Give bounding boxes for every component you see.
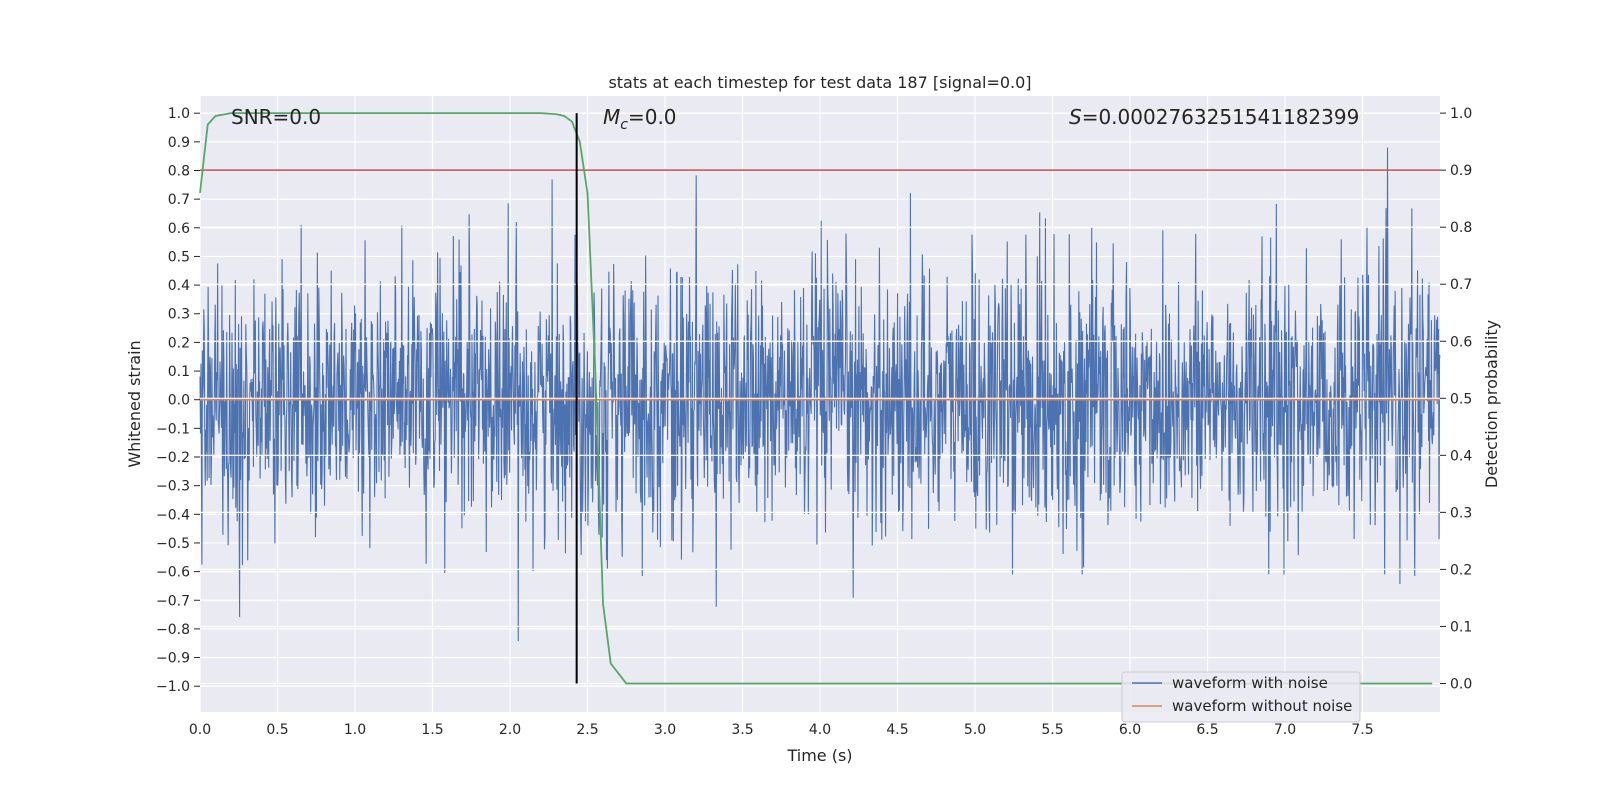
y-left-tick-label: −0.6 bbox=[156, 565, 190, 581]
y-left-tick-label: 0.5 bbox=[168, 249, 190, 265]
legend-box bbox=[1121, 671, 1361, 723]
y-right-tick-label: 1.0 bbox=[1450, 106, 1472, 122]
x-tick-label: 5.0 bbox=[964, 722, 986, 738]
y-right-axis-ticks: 1.0 0.9 0.8 0.7 0.6 0.5 0.4 0.3 0.2 0.1 0.0 bbox=[1440, 106, 1472, 692]
y-left-tick-label: −0.5 bbox=[156, 536, 190, 552]
legend: waveform with noise waveform without noi… bbox=[1121, 671, 1361, 723]
x-tick-label: 3.5 bbox=[731, 722, 753, 738]
y-left-tick-label: −0.4 bbox=[156, 507, 190, 523]
chirp-mass-subscript: c bbox=[620, 117, 628, 133]
y-left-tick-label: −1.0 bbox=[156, 679, 190, 695]
y-right-tick-label: 0.7 bbox=[1450, 277, 1472, 293]
x-tick-label: 3.0 bbox=[654, 722, 676, 738]
x-tick-label: 5.5 bbox=[1041, 722, 1063, 738]
x-tick-label: 7.5 bbox=[1351, 722, 1373, 738]
y-left-tick-label: −0.2 bbox=[156, 450, 190, 466]
y-left-axis-label: Whitened strain bbox=[125, 340, 144, 467]
y-left-tick-label: 0.0 bbox=[168, 393, 190, 409]
x-tick-label: 0.0 bbox=[189, 722, 211, 738]
y-right-tick-label: 0.3 bbox=[1450, 505, 1472, 521]
y-right-tick-label: 0.6 bbox=[1450, 334, 1472, 350]
x-axis-ticks: 0.0 0.5 1.0 1.5 2.0 2.5 3.0 3.5 4.0 4.5 5.0 5.5 6.0 6… bbox=[189, 722, 1374, 738]
y-left-tick-label: 0.1 bbox=[168, 364, 190, 380]
y-right-tick-label: 0.2 bbox=[1450, 562, 1472, 578]
x-tick-label: 4.5 bbox=[886, 722, 908, 738]
y-right-tick-label: 0.4 bbox=[1450, 448, 1472, 464]
y-left-tick-label: 0.7 bbox=[168, 192, 190, 208]
y-left-tick-label: −0.8 bbox=[156, 622, 190, 638]
y-left-tick-label: 0.6 bbox=[168, 221, 190, 237]
s-value: =0.0002763251541182399 bbox=[1082, 105, 1360, 129]
y-left-tick-label: 0.4 bbox=[168, 278, 190, 294]
y-left-tick-label: −0.7 bbox=[156, 593, 190, 609]
x-tick-label: 2.5 bbox=[576, 722, 598, 738]
y-left-tick-label: 1.0 bbox=[168, 106, 190, 122]
chirp-mass-value: =0.0 bbox=[628, 105, 677, 129]
y-right-tick-label: 0.0 bbox=[1450, 676, 1472, 692]
x-tick-label: 1.5 bbox=[421, 722, 443, 738]
chirp-mass-annotation: Mc=0.0 bbox=[603, 105, 677, 133]
y-left-tick-label: −0.9 bbox=[156, 651, 190, 667]
overlay-lines bbox=[199, 112, 1440, 685]
y-right-tick-label: 0.9 bbox=[1450, 163, 1472, 179]
x-tick-label: 0.5 bbox=[266, 722, 288, 738]
x-tick-label: 7.0 bbox=[1274, 722, 1296, 738]
x-tick-label: 1.0 bbox=[344, 722, 366, 738]
y-left-tick-label: −0.3 bbox=[156, 479, 190, 495]
y-left-tick-label: 0.3 bbox=[168, 307, 190, 323]
s-symbol: S bbox=[1069, 105, 1082, 129]
waveform-with-noise-line bbox=[199, 147, 1441, 642]
y-left-tick-label: −0.1 bbox=[156, 421, 190, 437]
y-right-tick-label: 0.8 bbox=[1450, 220, 1472, 236]
x-tick-label: 2.0 bbox=[499, 722, 521, 738]
chart-title: stats at each timestep for test data 187… bbox=[608, 73, 1031, 92]
y-right-tick-label: 0.5 bbox=[1450, 391, 1472, 407]
x-tick-label: 6.5 bbox=[1196, 722, 1218, 738]
legend-label-noise: waveform with noise bbox=[1172, 674, 1328, 692]
legend-label-clean: waveform without noise bbox=[1172, 697, 1352, 715]
waveform-with-noise-series bbox=[199, 147, 1441, 642]
s-annotation: S=0.0002763251541182399 bbox=[1069, 105, 1359, 129]
x-axis-label: Time (s) bbox=[786, 746, 852, 765]
y-right-axis-label: Detection probability bbox=[1482, 320, 1501, 488]
x-tick-label: 6.0 bbox=[1119, 722, 1141, 738]
y-left-tick-label: 0.9 bbox=[168, 135, 190, 151]
y-left-tick-label: 0.2 bbox=[168, 335, 190, 351]
x-tick-label: 4.0 bbox=[809, 722, 831, 738]
snr-annotation: SNR=0.0 bbox=[231, 105, 321, 129]
y-left-axis-ticks: 1.0 0.9 0.8 0.7 0.6 0.5 0.4 0.3 0.2 0.1 0.0 −0.1 −0.… bbox=[156, 106, 200, 695]
y-left-tick-label: 0.8 bbox=[168, 163, 190, 179]
detection-probability-line bbox=[199, 112, 1433, 685]
chirp-mass-symbol: M bbox=[603, 105, 620, 129]
y-right-tick-label: 0.1 bbox=[1450, 619, 1472, 635]
